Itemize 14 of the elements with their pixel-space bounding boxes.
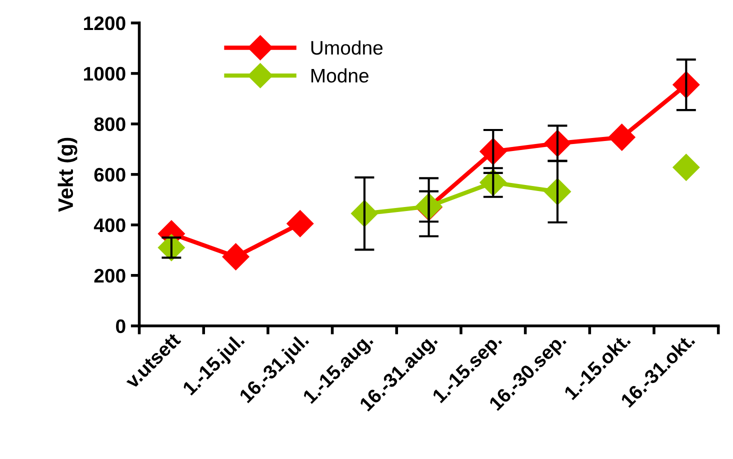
legend-label: Modne [311,68,368,83]
y-tick-label: 1000 [84,66,126,81]
y-tick-label: 400 [94,218,126,232]
y-axis-title: Vekt (g) [58,138,78,212]
point [222,243,250,270]
legend-label: Umodne [311,40,382,55]
y-tick-label: 0 [116,319,126,334]
point [286,210,314,238]
point [608,124,636,151]
point [672,154,700,181]
y-tick-label: 800 [94,117,126,132]
y-tick-label: 200 [94,268,126,283]
y-tick-label: 600 [94,168,126,182]
y-tick-label: 1200 [84,16,126,30]
